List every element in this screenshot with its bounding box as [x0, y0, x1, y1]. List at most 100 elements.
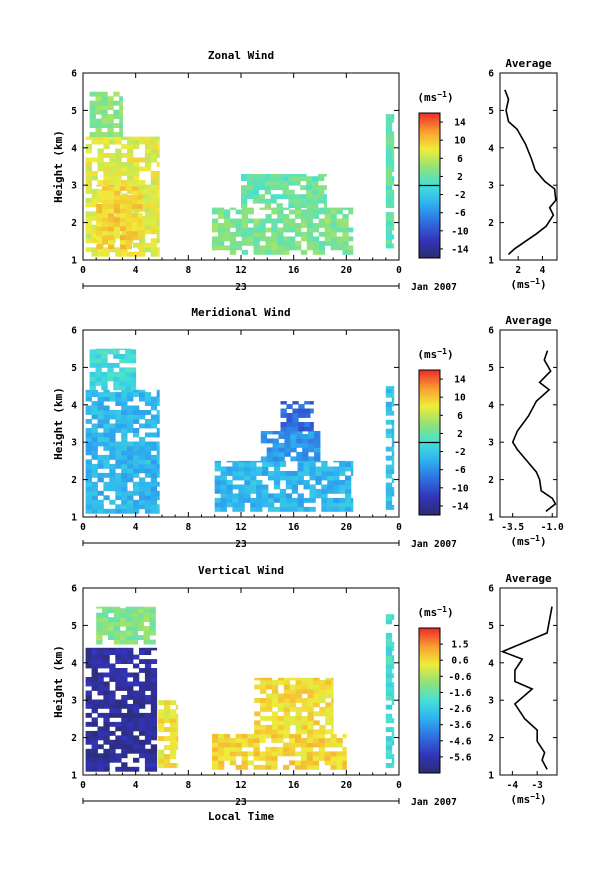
heatmap-cell [385, 122, 393, 128]
heatmap-cell [85, 463, 92, 469]
x-tick-label: 0 [80, 780, 86, 791]
y-axis-label: Height (km) [52, 645, 65, 718]
heatmap-cell [89, 100, 96, 106]
heatmap-cell [89, 358, 96, 364]
heatmap-cell [262, 497, 269, 503]
heatmap-cell [96, 639, 103, 645]
heatmap-cell [149, 612, 156, 618]
heatmap-cell [232, 502, 239, 508]
heatmap-cell [131, 212, 138, 218]
heatmap-cell [91, 233, 98, 239]
heatmap-cell [109, 472, 116, 478]
heatmap-cell [295, 738, 302, 743]
colorbar-tick-label: -14 [451, 501, 468, 512]
heatmap-cell [238, 497, 245, 503]
heatmap-cell [288, 194, 295, 200]
heatmap-cell [385, 180, 393, 186]
heatmap-cell [119, 617, 127, 623]
heatmap-cell [265, 764, 272, 770]
heatmap-cell [295, 214, 302, 219]
heatmap-cell [260, 680, 267, 685]
heatmap-cell [139, 695, 146, 700]
x-tick-label: 16 [288, 522, 300, 533]
heatmap-cell [119, 612, 127, 618]
heatmap-cell [226, 466, 233, 472]
heatmap-cell [97, 730, 104, 736]
heatmap-cell [318, 742, 325, 748]
heatmap-cell [113, 376, 120, 382]
heatmap-cell [109, 647, 116, 651]
heatmap-cell [283, 711, 291, 717]
heatmap-cell [291, 471, 298, 476]
heatmap-cell [306, 738, 314, 743]
heatmap-cell [306, 185, 313, 191]
heatmap-cell [103, 251, 110, 257]
heatmap-cell [96, 617, 103, 623]
heatmap-cell [115, 211, 122, 217]
heatmap-cell [385, 668, 393, 674]
colorbar-unit-close: ) [447, 606, 454, 619]
heatmap-cell [95, 349, 102, 355]
heatmap-cell [137, 606, 144, 609]
heatmap-cell [113, 612, 121, 618]
heatmap-cell [109, 748, 116, 754]
heatmap-cell [318, 746, 325, 752]
day-label: 23 [235, 539, 247, 550]
heatmap-cell [301, 677, 308, 681]
heatmap-cell [296, 451, 303, 457]
heatmap-cell [96, 630, 103, 636]
heatmap-cell [150, 690, 158, 696]
heatmap-cell [331, 715, 334, 721]
heatmap-cell [312, 207, 320, 210]
heatmap-cell [139, 686, 146, 691]
heatmap-cell [144, 188, 152, 194]
heatmap-cell [91, 445, 98, 451]
heatmap-cell [331, 724, 334, 730]
heatmap-cell [385, 491, 393, 497]
heatmap-cell [113, 221, 121, 227]
heatmap-cell [109, 699, 116, 705]
heatmap-cell [273, 480, 281, 485]
heatmap-cell [91, 401, 98, 406]
heatmap-cell [96, 185, 103, 187]
heatmap-cell [91, 175, 98, 181]
heatmap-cell [330, 733, 337, 739]
heatmap-cell [103, 247, 110, 253]
heatmap-cell [156, 215, 160, 221]
heatmap-cell [156, 445, 160, 451]
heatmap-cell [330, 245, 337, 251]
heatmap-cell [85, 468, 92, 474]
heatmap-cell [115, 650, 122, 655]
heatmap-cell [253, 742, 260, 748]
heatmap-cell [235, 738, 242, 743]
heatmap-cell [97, 744, 104, 750]
heatmap-cell [121, 401, 128, 406]
heatmap-cell [277, 214, 284, 219]
colorbar-tick-label: 14 [454, 375, 466, 386]
heatmap-cell [127, 647, 134, 651]
heatmap-cell [264, 176, 271, 182]
heatmap-cell [300, 203, 307, 209]
heatmap-cell [127, 144, 134, 149]
heatmap-cell [298, 422, 305, 427]
heatmap-cell [144, 668, 152, 673]
heatmap-cell [235, 733, 242, 739]
heatmap-cell [97, 703, 104, 709]
heatmap-cell [131, 221, 138, 227]
heatmap-cell [229, 240, 237, 246]
heatmap-cell [175, 713, 179, 719]
heatmap-cell [385, 135, 393, 141]
heatmap-cell [297, 471, 304, 476]
heatmap-cell [144, 392, 152, 397]
heatmap-cell [271, 751, 278, 757]
heatmap-cell [270, 198, 277, 204]
heatmap-cell [103, 139, 110, 145]
heatmap-cell [292, 413, 299, 418]
heatmap-cell [271, 733, 278, 739]
heatmap-cell [229, 207, 237, 210]
heatmap-cell [91, 495, 98, 501]
heatmap-cell [325, 689, 332, 694]
avg-x-tick-label: -3.5 [501, 522, 524, 533]
heatmap-cell [85, 392, 92, 397]
heatmap-cell [290, 442, 297, 448]
